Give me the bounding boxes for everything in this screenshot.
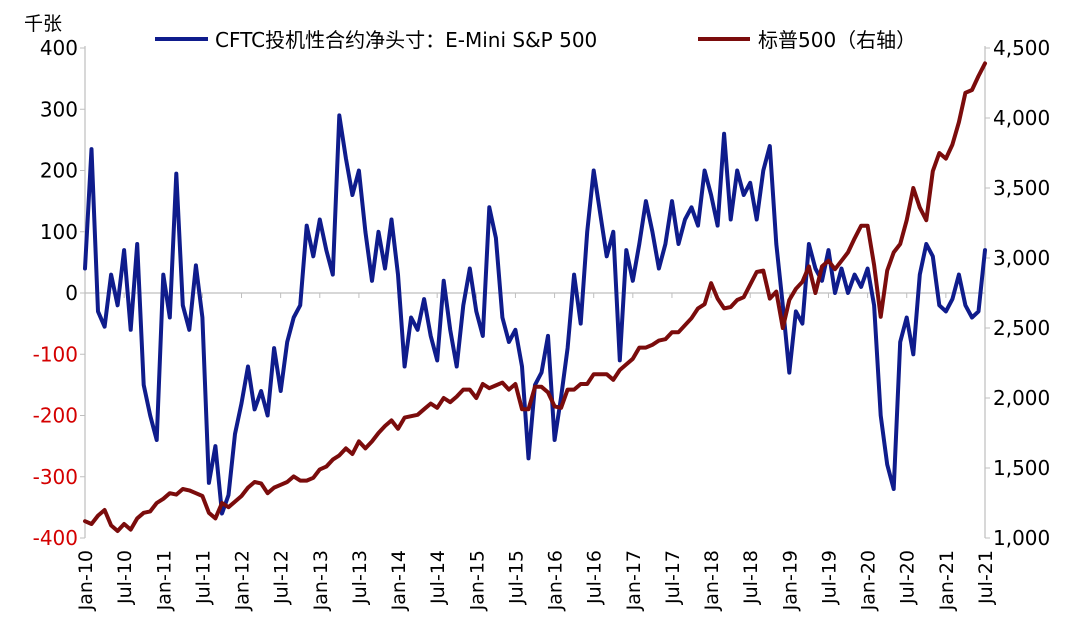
x-axis-tick-label: Jul-19 — [818, 550, 840, 605]
x-axis-tick-label: Jul-18 — [740, 550, 762, 605]
legend-label-sp500: 标普500（右轴） — [758, 28, 916, 52]
left-axis-tick-label: -300 — [33, 465, 78, 489]
left-axis-tick-label: -200 — [33, 404, 78, 428]
legend-label-cftc: CFTC投机性合约净头寸：E-Mini S&P 500 — [215, 28, 597, 52]
left-axis-tick-label: 200 — [40, 159, 78, 183]
x-axis-tick-label: Jan-14 — [388, 550, 410, 611]
x-axis-tick-label: Jan-16 — [545, 550, 567, 611]
x-axis-tick-label: Jul-14 — [427, 550, 449, 605]
left-axis-tick-label: -100 — [33, 342, 78, 366]
left-axis-tick-label: 300 — [40, 97, 78, 121]
x-axis-tick-label: Jan-15 — [466, 550, 488, 611]
right-axis-tick-label: 4,500 — [993, 36, 1050, 60]
x-axis-tick-label: Jan-21 — [936, 550, 958, 611]
right-axis-tick-label: 3,500 — [993, 176, 1050, 200]
left-axis-tick-label: -400 — [33, 526, 78, 550]
left-axis-tick-label: 100 — [40, 220, 78, 244]
x-axis-tick-label: Jul-20 — [897, 550, 919, 605]
x-axis-tick-label: Jan-11 — [153, 550, 175, 611]
axes: -400 -300 -200 -100 0 100 200 300 400 1,000 1,500 2… — [33, 36, 1051, 611]
x-axis-tick-label: Jan-12 — [232, 550, 254, 611]
right-axis-tick-label: 3,000 — [993, 246, 1050, 270]
x-axis-tick-label: Jul-10 — [114, 550, 136, 605]
right-axis-tick-label: 2,000 — [993, 386, 1050, 410]
left-axis-tick-label: 0 — [65, 281, 78, 305]
x-axis-tick-label: Jan-17 — [623, 550, 645, 611]
right-axis-tick-label: 1,500 — [993, 456, 1050, 480]
x-axis-tick-label: Jan-19 — [779, 550, 801, 611]
x-axis-tick-label: Jan-18 — [701, 550, 723, 611]
x-axis-tick-label: Jul-21 — [975, 550, 997, 605]
series-line-sp500 — [83, 61, 987, 533]
series-line-cftc-net-position — [83, 113, 987, 516]
x-axis-tick-label: Jul-13 — [349, 550, 371, 605]
right-axis-tick-label: 2,500 — [993, 316, 1050, 340]
x-axis-tick-label: Jul-12 — [271, 550, 293, 605]
legend: CFTC投机性合约净头寸：E-Mini S&P 500 标普500（右轴） — [155, 28, 916, 52]
x-axis-tick-label: Jul-11 — [192, 550, 214, 605]
x-axis-tick-label: Jan-20 — [858, 550, 880, 611]
x-axis-tick-label: Jan-13 — [310, 550, 332, 611]
x-axis-tick-label: Jul-17 — [662, 550, 684, 605]
right-axis-tick-label: 4,000 — [993, 106, 1050, 130]
x-axis-tick-label: Jul-16 — [584, 550, 606, 605]
x-axis-tick-label: Jul-15 — [505, 550, 527, 605]
left-axis-tick-label: 400 — [40, 36, 78, 60]
left-axis-unit-label: 千张 — [24, 13, 62, 35]
right-axis-tick-label: 1,000 — [993, 526, 1050, 550]
series-layer — [83, 61, 987, 533]
x-axis-tick-label: Jan-10 — [75, 550, 97, 611]
